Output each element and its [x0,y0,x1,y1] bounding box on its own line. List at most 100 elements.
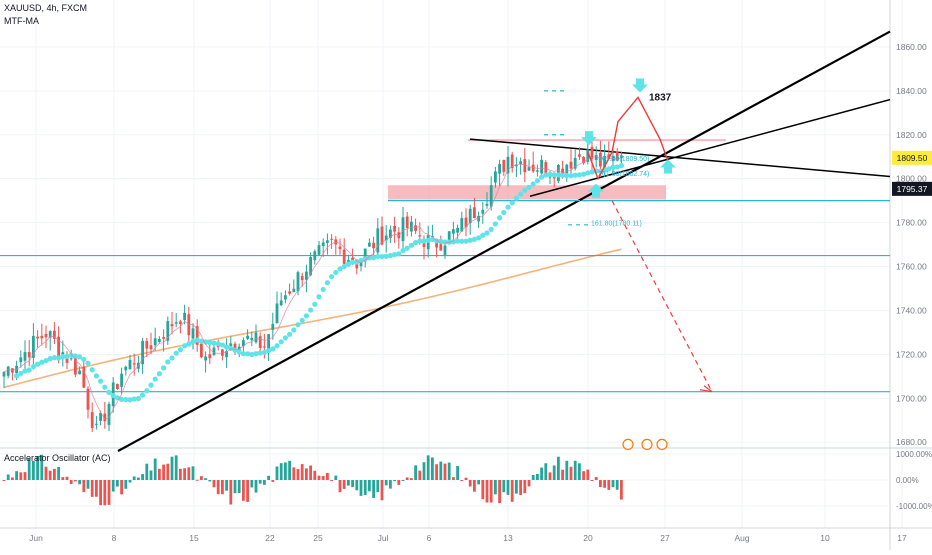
ma-fast-dot [278,339,284,345]
ma-fast-dot [467,237,473,243]
osc-bar [229,480,233,505]
ma-fast-dot [60,354,66,360]
ma-fast-dot [471,236,477,242]
price-tick-label: 1720.00 [896,349,927,359]
ma-fast-dot [131,396,137,402]
osc-bar [548,472,552,480]
ma-fast-dot [47,356,53,362]
osc-bar [250,480,254,488]
ma-fast-dot [77,354,83,360]
candle-body [57,336,60,357]
ma-fast-dot [140,392,146,398]
candle-body [103,413,107,422]
ma-fast-dot [18,370,24,377]
ma-fast-dot [350,259,356,265]
fib-label: 161.80(1780.11) [591,220,642,227]
ma-fast-dot [39,359,45,365]
ma-fast-dot [417,238,423,244]
osc-bar [431,457,434,480]
osc-bar [15,471,18,480]
time-tick-label: 25 [313,533,323,543]
candle-body [439,244,443,251]
osc-bar [6,474,10,480]
ma-fast-dot [85,360,91,366]
osc-bar [603,480,606,488]
osc-bar [107,480,111,505]
ma-fast-dot [194,337,200,343]
osc-bar [351,480,354,488]
candle-body [603,156,606,168]
highlight-price-label: 1809.50 [897,153,928,163]
candle-body [573,157,577,169]
candle-body [212,347,216,355]
osc-bar [208,480,212,482]
osc-bar [447,462,451,480]
candle-body [69,358,73,360]
osc-bar [599,480,602,488]
osc-bar [103,480,107,506]
osc-bar [2,480,6,481]
candle-body [19,357,23,363]
ma-fast-dot [64,353,70,359]
osc-bar [540,467,543,480]
resistance-zone [468,139,726,142]
ma-fast-dot [291,327,297,333]
osc-bar [124,480,128,489]
ma-fast-dot [177,347,183,353]
candle-body [53,330,56,339]
candle-body [82,366,86,388]
candle-body [460,218,464,232]
osc-bar [397,480,401,485]
ma-fast-dot [610,164,616,170]
ma-fast-dot [329,274,335,280]
ma-fast-dot [224,344,230,350]
candle-body [376,228,380,253]
ma-fast-dot [505,204,511,210]
candle-body [183,312,186,321]
candle-body [120,373,123,387]
candle-body [271,323,275,330]
candle-body [292,288,296,293]
ma-fast-dot [102,384,108,390]
ma-fast-dot [240,351,246,357]
osc-bar [200,476,203,480]
osc-bar [145,463,149,480]
osc-bar [620,480,623,500]
osc-bar [271,480,275,482]
ma-fast-dot [22,368,28,374]
candle-body [128,360,132,370]
osc-bar [300,464,304,480]
candle-body [32,335,35,358]
candle-body [124,366,128,371]
ma-fast-dot [354,259,360,265]
time-tick-label: 22 [265,533,275,543]
osc-bar [372,480,375,498]
candle-body [506,156,510,174]
ma-fast-dot [400,247,406,254]
osc-bar [44,466,48,480]
osc-bar [418,470,422,480]
candle-body [393,225,396,232]
candle-body [242,340,245,347]
price-tick-label: 1740.00 [896,305,927,315]
osc-bar [183,468,186,480]
ma-slow-line [3,248,622,389]
osc-bar [279,463,283,480]
ma-fast-dot [299,317,305,324]
trendline-main [117,30,891,452]
osc-bar [48,470,52,480]
candle-body [6,366,10,376]
candle-body [263,346,266,348]
osc-bar [120,480,123,495]
ma-fast-dot [450,239,456,245]
ma-fast-dot [459,238,465,244]
ma-fast-dot [568,173,574,179]
osc-bar [216,480,220,495]
last-price-label: 1795.37 [897,184,928,194]
ma-fast-dot [547,171,553,177]
osc-bar [468,480,472,487]
osc-bar [338,480,342,493]
osc-bar [225,480,228,491]
ma-fast-dot [383,253,389,259]
osc-bar [565,460,569,480]
